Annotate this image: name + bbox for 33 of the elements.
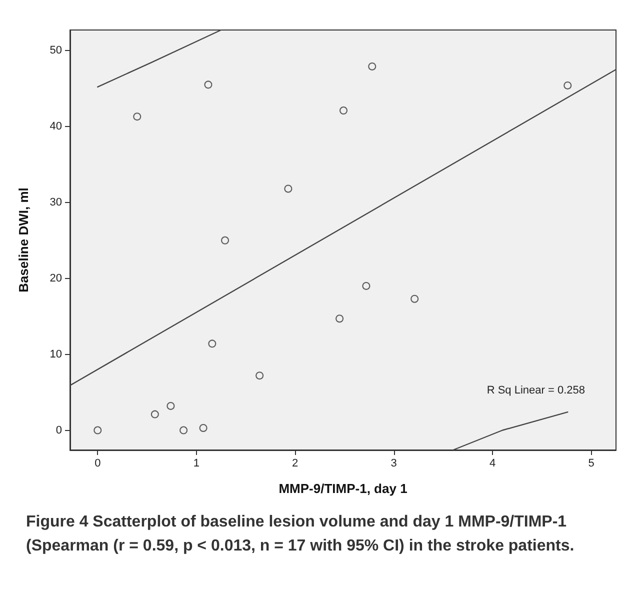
point <box>133 112 142 121</box>
y-tick-label: 50 <box>50 44 62 57</box>
y-tick-label: 20 <box>50 272 62 284</box>
point <box>204 80 212 89</box>
point <box>339 106 348 114</box>
point <box>410 294 419 303</box>
y-axis-title: Baseline DWI, ml <box>16 188 31 292</box>
x-tick-label: 0 <box>94 458 101 470</box>
x-tick-label: 3 <box>390 458 397 470</box>
point <box>180 426 188 434</box>
annotation: R Sq Linear = 0.258 <box>486 384 586 396</box>
point <box>284 184 292 193</box>
x-tick-label: 2 <box>292 458 298 470</box>
y-tick-label: 10 <box>50 348 62 360</box>
point <box>94 426 102 434</box>
point <box>208 340 216 348</box>
x-axis-title: MMP-9/TIMP-1, day 1 <box>278 481 408 496</box>
point <box>336 314 344 323</box>
point <box>362 282 370 290</box>
x-tick-label: 1 <box>193 458 200 470</box>
point <box>368 62 376 70</box>
point <box>199 424 208 432</box>
point <box>256 372 264 380</box>
y-tick-label: 30 <box>50 196 62 208</box>
y-tick-label: 40 <box>50 120 62 132</box>
x-tick-label: 4 <box>490 458 496 470</box>
y-tick-label: 0 <box>56 424 62 436</box>
point <box>166 402 175 410</box>
point <box>221 236 230 244</box>
point <box>564 81 572 90</box>
caption: Figure 4 Scatterplot of baseline lesion volume and day 1 MMP-9/TIMP-1 (Spearman (r = 0.59, p < 0.013, n = 17 with 95% CI) in the stroke patients. <box>26 514 574 554</box>
point <box>150 410 159 418</box>
x-tick-label: 5 <box>588 458 594 470</box>
